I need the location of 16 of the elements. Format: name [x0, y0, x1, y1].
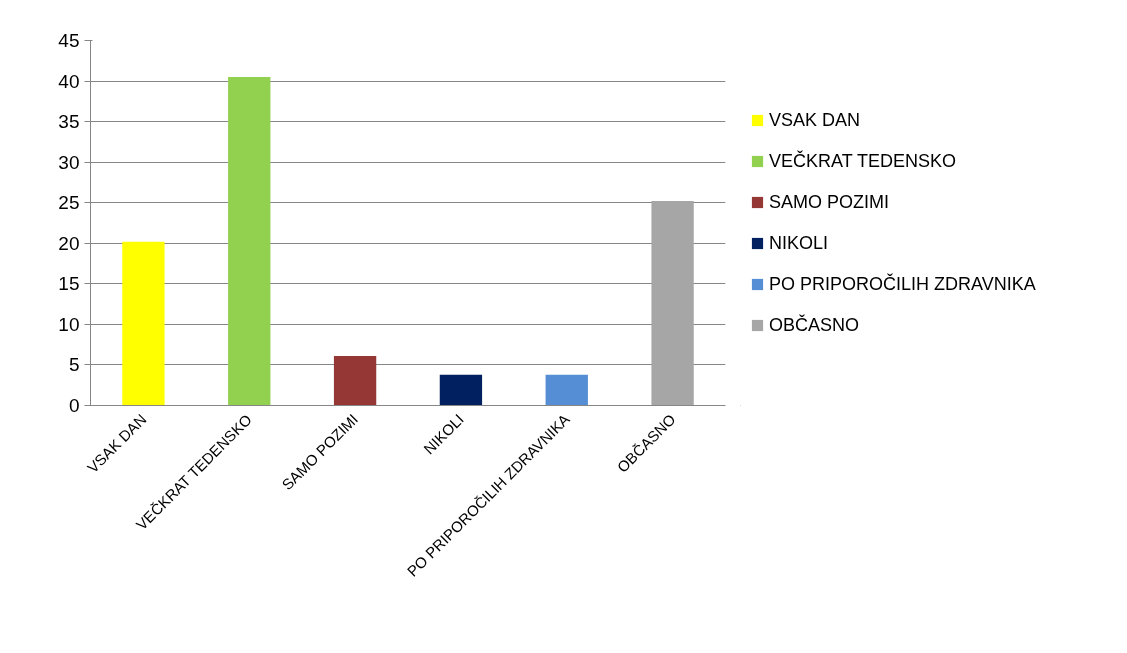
y-tick-label: 5	[68, 354, 80, 376]
y-tick-label: 30	[58, 151, 80, 173]
y-tick-label: 40	[58, 70, 80, 92]
y-tick-label: 25	[58, 192, 80, 214]
y-tick-label: 15	[58, 273, 80, 295]
legend-label: VSAK DAN	[769, 109, 861, 131]
legend-label: NIKOLI	[769, 232, 829, 254]
y-tick-label: 0	[68, 395, 80, 416]
legend-label: PO PRIPOROČILIH ZDRAVNIKA	[769, 273, 1036, 295]
y-tick-label: 10	[58, 313, 80, 335]
legend-label: VEČKRAT TEDENSKO	[769, 150, 957, 172]
y-tick-label: 35	[58, 111, 80, 133]
y-tick-label: 20	[58, 232, 80, 254]
legend-label: SAMO POZIMI	[769, 191, 890, 213]
y-tick-label: 45	[58, 30, 80, 51]
legend-label: OBČASNO	[769, 314, 860, 336]
